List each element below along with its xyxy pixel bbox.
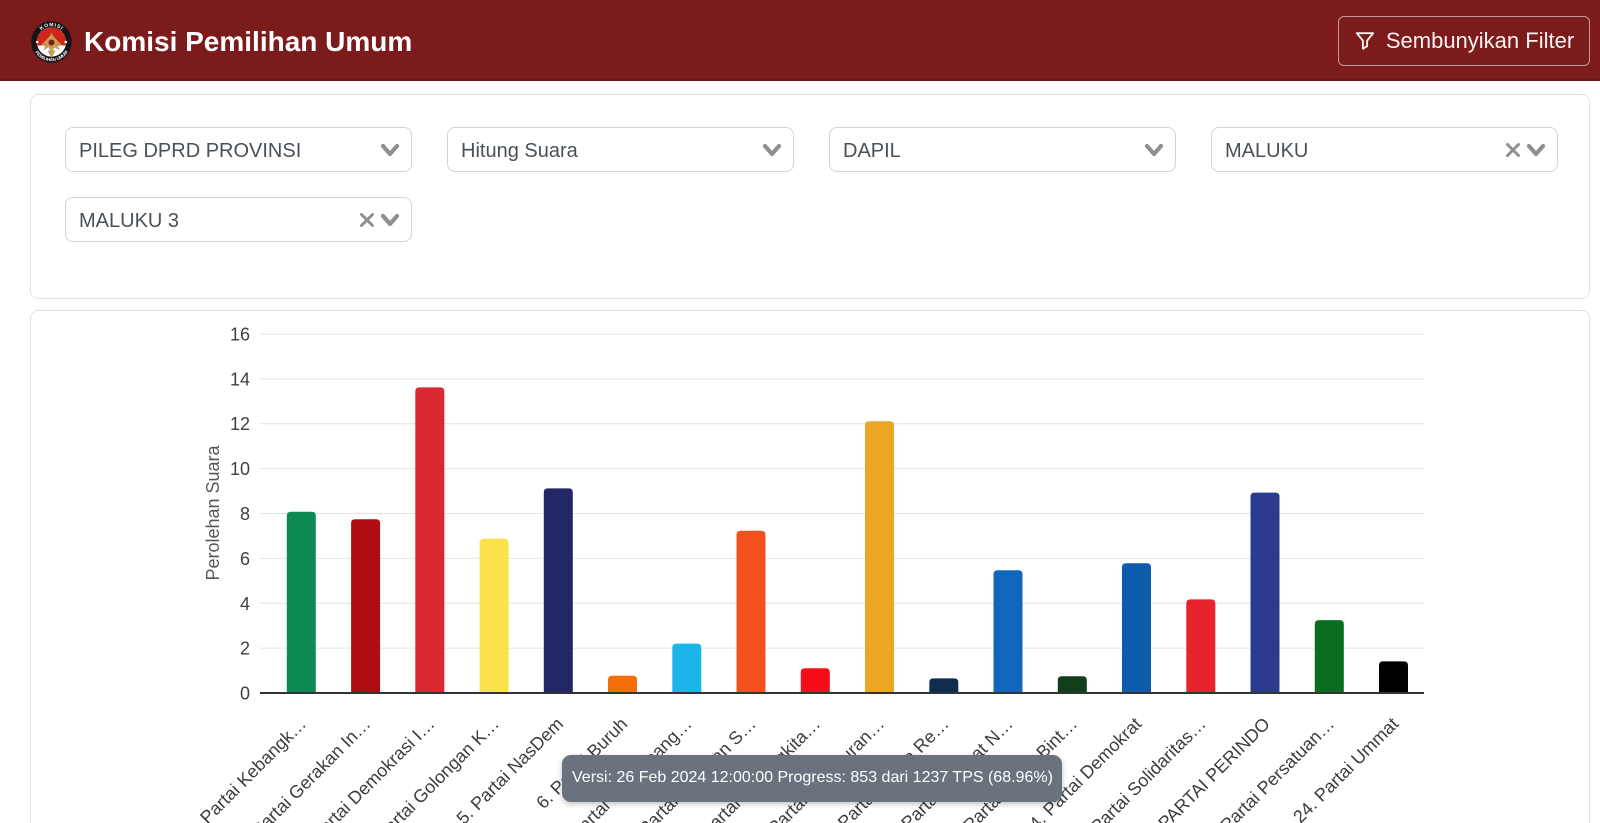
svg-text:12: 12 bbox=[230, 414, 250, 434]
svg-text:4: 4 bbox=[240, 594, 250, 614]
svg-text:KOMISI: KOMISI bbox=[39, 22, 65, 32]
svg-text:16: 16 bbox=[230, 325, 250, 345]
svg-text:0: 0 bbox=[240, 684, 250, 704]
svg-text:8: 8 bbox=[240, 504, 250, 524]
svg-text:Perolehan Suara: Perolehan Suara bbox=[203, 444, 223, 580]
svg-text:10: 10 bbox=[230, 459, 250, 479]
svg-text:14: 14 bbox=[230, 369, 250, 389]
svg-text:6: 6 bbox=[240, 549, 250, 569]
svg-text:24. Partai Ummat: 24. Partai Ummat bbox=[1289, 714, 1402, 823]
svg-text:2: 2 bbox=[240, 639, 250, 659]
